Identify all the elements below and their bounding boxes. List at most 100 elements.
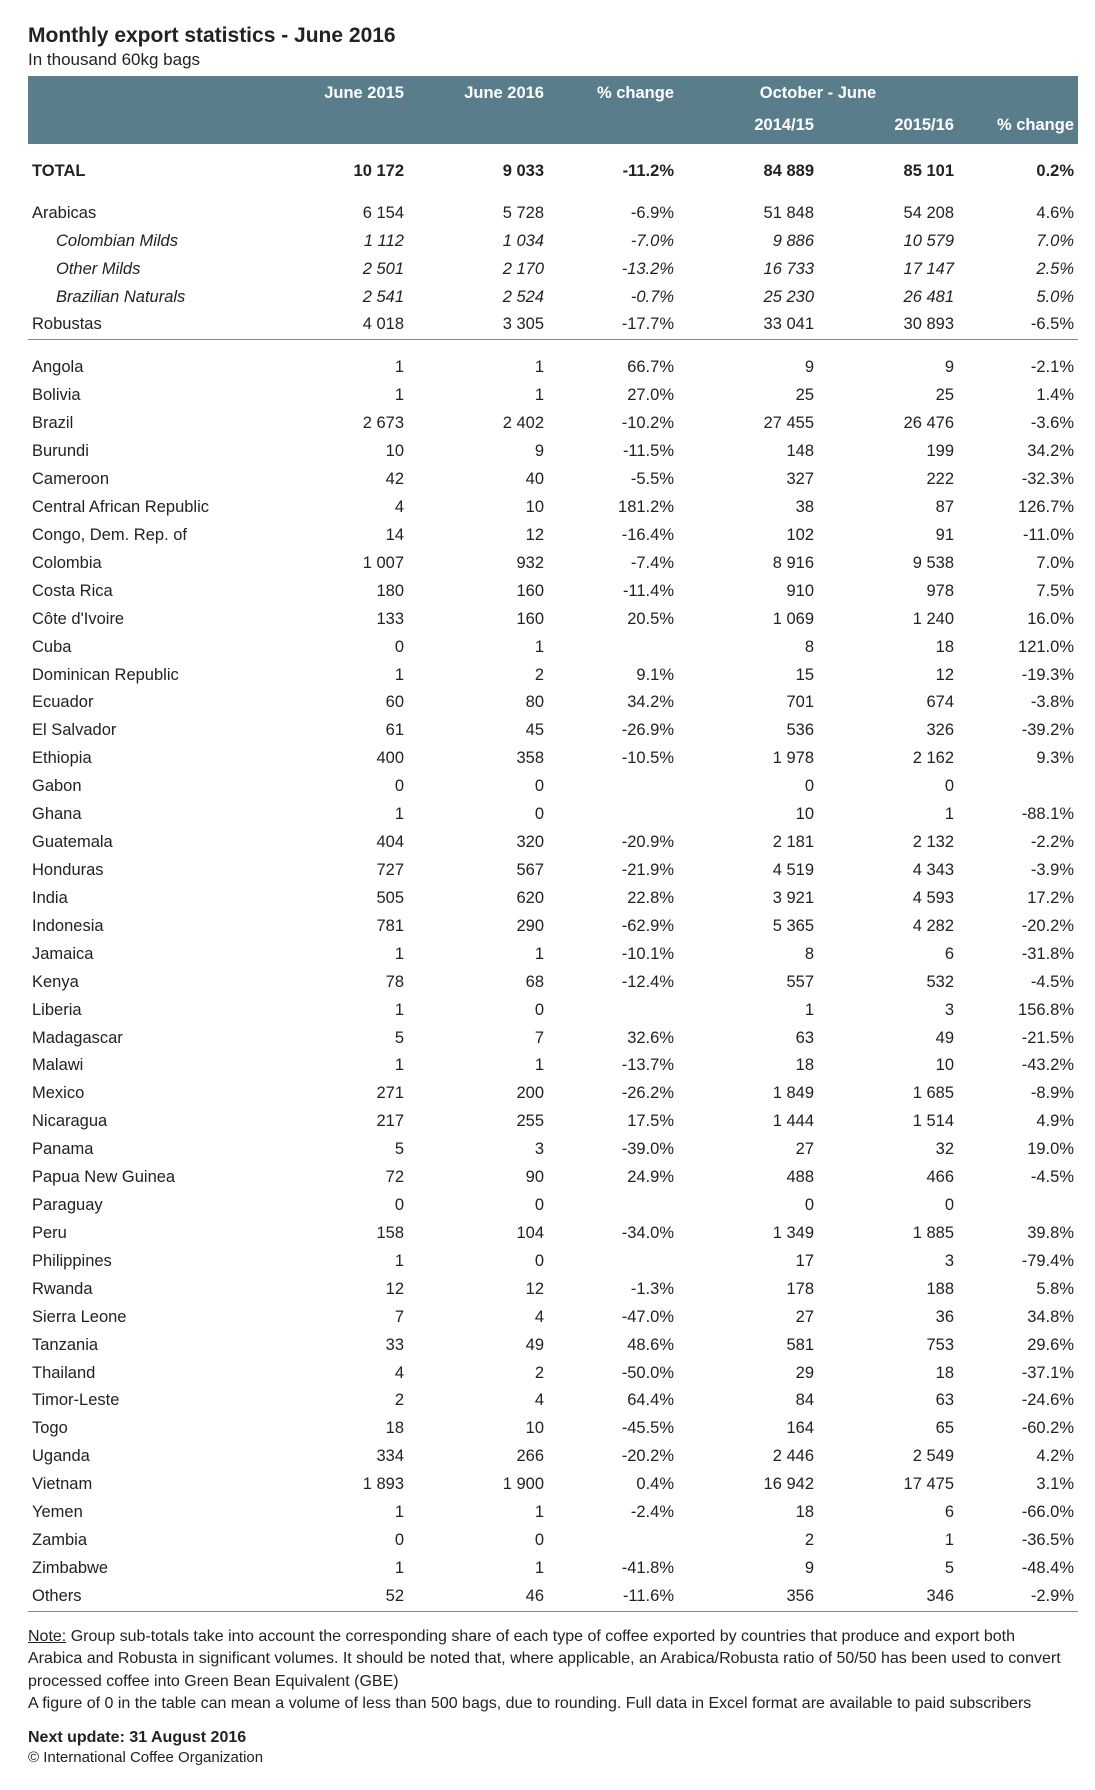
- row-value: 2 446: [678, 1443, 818, 1471]
- table-body: TOTAL10 1729 033-11.2%84 88985 1010.2%Ar…: [28, 144, 1078, 1612]
- row-value: 2 541: [268, 284, 408, 312]
- row-value: -2.2%: [958, 829, 1078, 857]
- row-value: 0: [408, 801, 548, 829]
- row-value: 567: [408, 857, 548, 885]
- row-value: 7: [408, 1025, 548, 1053]
- row-label: Other Milds: [28, 256, 268, 284]
- table-row: Nicaragua21725517.5%1 4441 5144.9%: [28, 1108, 1078, 1136]
- row-value: [548, 1527, 678, 1555]
- row-value: 12: [408, 522, 548, 550]
- row-value: -3.8%: [958, 689, 1078, 717]
- row-value: 42: [268, 466, 408, 494]
- row-value: 5 365: [678, 913, 818, 941]
- row-label: Arabicas: [28, 200, 268, 228]
- row-value: 18: [678, 1052, 818, 1080]
- row-value: 12: [408, 1276, 548, 1304]
- row-value: 910: [678, 578, 818, 606]
- row-value: -31.8%: [958, 941, 1078, 969]
- row-value: 66.7%: [548, 354, 678, 382]
- row-label: Gabon: [28, 773, 268, 801]
- row-value: -20.9%: [548, 829, 678, 857]
- row-value: 4 018: [268, 311, 408, 339]
- row-value: 3: [408, 1136, 548, 1164]
- row-value: 1: [408, 1499, 548, 1527]
- row-value: 1: [408, 941, 548, 969]
- table-row: Liberia1013156.8%: [28, 997, 1078, 1025]
- row-value: 200: [408, 1080, 548, 1108]
- row-value: 1 885: [818, 1220, 958, 1248]
- row-value: 2.5%: [958, 256, 1078, 284]
- row-value: 180: [268, 578, 408, 606]
- table-row: Ethiopia400358-10.5%1 9782 1629.3%: [28, 745, 1078, 773]
- row-value: 1 444: [678, 1108, 818, 1136]
- row-value: 84: [678, 1387, 818, 1415]
- table-row: Philippines10173-79.4%: [28, 1248, 1078, 1276]
- row-value: 32.6%: [548, 1025, 678, 1053]
- col-octjun: October - June: [678, 76, 958, 112]
- row-value: 1: [408, 382, 548, 410]
- row-value: 4.2%: [958, 1443, 1078, 1471]
- row-value: 10 172: [268, 158, 408, 186]
- row-label: Vietnam: [28, 1471, 268, 1499]
- row-value: 488: [678, 1164, 818, 1192]
- row-value: 1: [408, 1052, 548, 1080]
- row-value: 0: [408, 1527, 548, 1555]
- row-value: -0.7%: [548, 284, 678, 312]
- row-value: 65: [818, 1415, 958, 1443]
- row-label: Zimbabwe: [28, 1555, 268, 1583]
- row-value: -6.5%: [958, 311, 1078, 339]
- row-value: -62.9%: [548, 913, 678, 941]
- table-row: Brazilian Naturals2 5412 524-0.7%25 2302…: [28, 284, 1078, 312]
- row-value: 701: [678, 689, 818, 717]
- row-label: Yemen: [28, 1499, 268, 1527]
- row-label: Colombia: [28, 550, 268, 578]
- copyright: © International Coffee Organization: [28, 1749, 1067, 1766]
- row-value: -21.9%: [548, 857, 678, 885]
- row-value: -36.5%: [958, 1527, 1078, 1555]
- table-row: Robustas4 0183 305-17.7%33 04130 893-6.5…: [28, 311, 1078, 339]
- row-value: 2: [408, 662, 548, 690]
- col-blank6: [548, 112, 678, 144]
- table-row: Mexico271200-26.2%1 8491 685-8.9%: [28, 1080, 1078, 1108]
- row-value: 0: [408, 997, 548, 1025]
- row-label: Mexico: [28, 1080, 268, 1108]
- row-value: -13.2%: [548, 256, 678, 284]
- row-label: Bolivia: [28, 382, 268, 410]
- row-value: 17 475: [818, 1471, 958, 1499]
- row-value: 327: [678, 466, 818, 494]
- row-value: 753: [818, 1332, 958, 1360]
- row-value: 34.8%: [958, 1304, 1078, 1332]
- row-value: 2: [408, 1360, 548, 1388]
- row-value: 466: [818, 1164, 958, 1192]
- row-value: 2 402: [408, 410, 548, 438]
- row-value: 978: [818, 578, 958, 606]
- col-chg1: % change: [548, 76, 678, 112]
- row-value: 160: [408, 578, 548, 606]
- row-value: 1 007: [268, 550, 408, 578]
- row-value: 320: [408, 829, 548, 857]
- table-row: Arabicas6 1545 728-6.9%51 84854 2084.6%: [28, 200, 1078, 228]
- row-value: 3: [818, 1248, 958, 1276]
- row-value: 49: [818, 1025, 958, 1053]
- row-value: 4: [268, 1360, 408, 1388]
- row-value: 4 519: [678, 857, 818, 885]
- row-value: 932: [408, 550, 548, 578]
- row-value: 1: [268, 1555, 408, 1583]
- table-row: Malawi11-13.7%1810-43.2%: [28, 1052, 1078, 1080]
- row-value: 91: [818, 522, 958, 550]
- row-value: -24.6%: [958, 1387, 1078, 1415]
- row-label: Madagascar: [28, 1025, 268, 1053]
- row-value: 24.9%: [548, 1164, 678, 1192]
- row-value: 9: [408, 438, 548, 466]
- row-value: 52: [268, 1583, 408, 1611]
- row-value: 10: [268, 438, 408, 466]
- row-value: 164: [678, 1415, 818, 1443]
- row-value: 84 889: [678, 158, 818, 186]
- row-value: 34.2%: [548, 689, 678, 717]
- table-row: Zambia0021-36.5%: [28, 1527, 1078, 1555]
- row-label: Dominican Republic: [28, 662, 268, 690]
- row-value: 404: [268, 829, 408, 857]
- row-value: [548, 634, 678, 662]
- row-value: 1 069: [678, 606, 818, 634]
- row-value: 199: [818, 438, 958, 466]
